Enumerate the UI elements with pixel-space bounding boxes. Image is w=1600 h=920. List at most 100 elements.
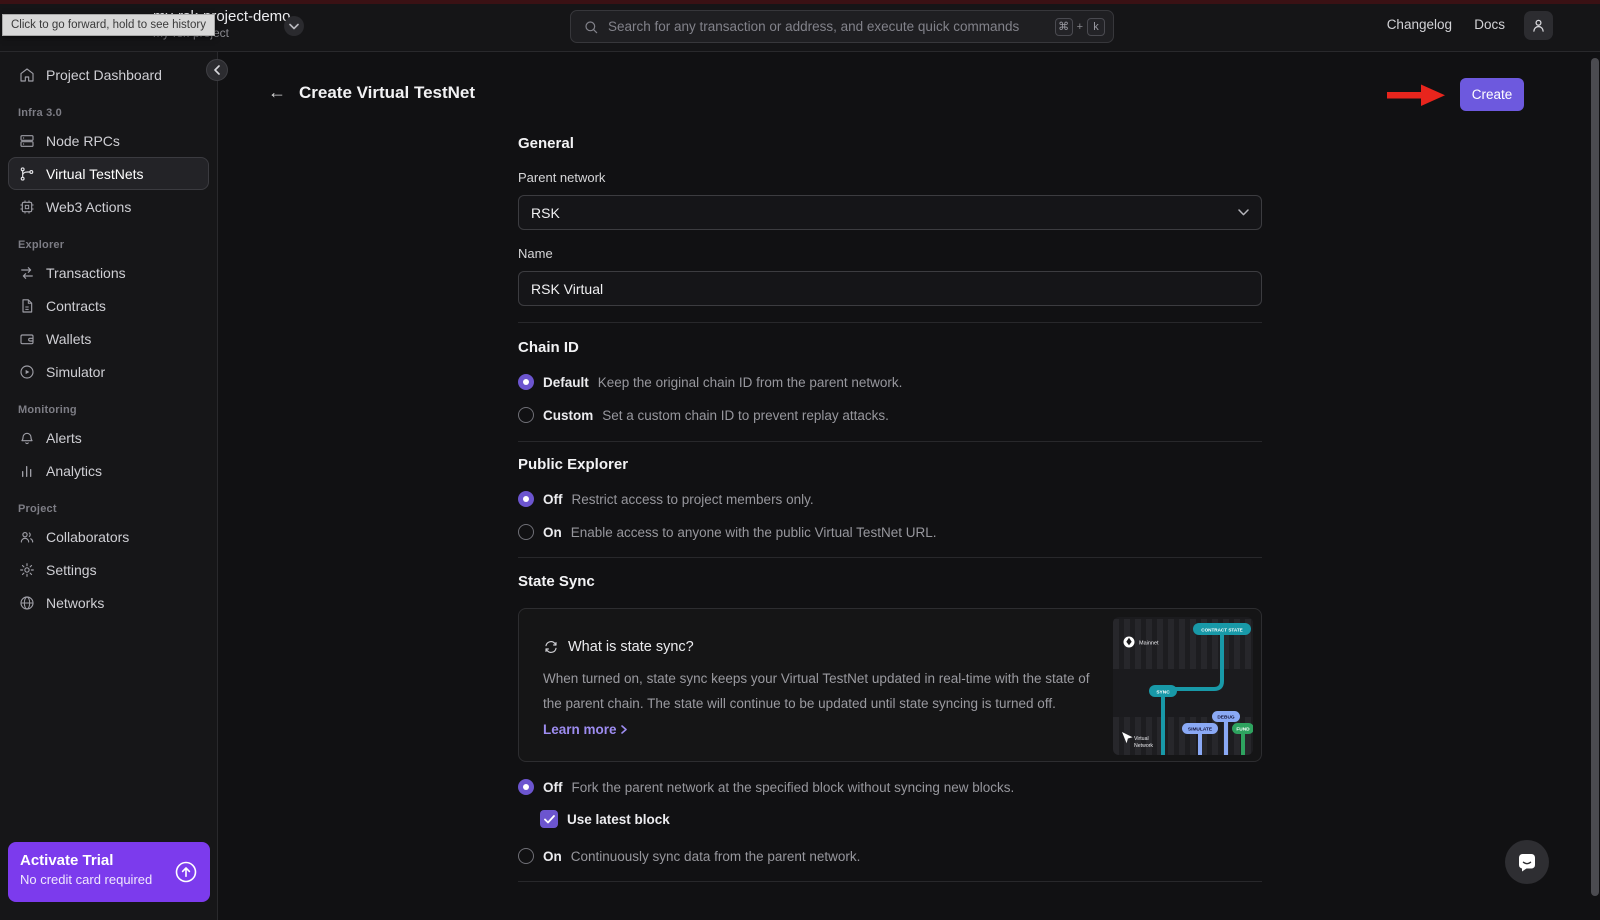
trial-title: Activate Trial <box>20 852 114 869</box>
swap-arrows-icon <box>21 266 33 279</box>
k-keycap: k <box>1087 17 1105 36</box>
chat-bubble-icon <box>1519 854 1535 872</box>
sidebar-item-label: Analytics <box>46 462 103 479</box>
sidebar-item-settings[interactable]: Settings <box>8 553 209 586</box>
chain-id-custom-option[interactable]: Custom Set a custom chain ID to prevent … <box>518 407 1262 423</box>
general-heading: General <box>518 135 574 152</box>
sidebar-section-project: Project <box>18 503 57 515</box>
radio-custom[interactable] <box>518 407 534 423</box>
sidebar-item-simulator[interactable]: Simulator <box>8 355 209 388</box>
option-label: Custom <box>543 407 594 423</box>
sidebar-item-virtual-testnets[interactable]: Virtual TestNets <box>8 157 209 190</box>
sidebar-item-wallets[interactable]: Wallets <box>8 322 209 355</box>
play-circle-icon <box>20 364 34 379</box>
option-description: Keep the original chain ID from the pare… <box>597 374 903 390</box>
red-annotation-arrow-icon <box>1387 84 1445 106</box>
sidebar-item-contracts[interactable]: Contracts <box>8 289 209 322</box>
option-label: On <box>543 524 562 540</box>
sidebar-item-label: Node RPCs <box>46 132 120 149</box>
changelog-link[interactable]: Changelog <box>1386 17 1452 32</box>
sidebar-item-networks[interactable]: Networks <box>8 586 209 619</box>
chat-widget-button[interactable] <box>1505 840 1549 884</box>
use-latest-block-checkbox[interactable] <box>540 810 558 828</box>
sidebar-collapse-button[interactable] <box>206 59 228 81</box>
sidebar-item-node-rpcs[interactable]: Node RPCs <box>8 124 209 157</box>
globe-icon <box>20 595 34 610</box>
search-input[interactable] <box>608 19 1055 34</box>
diagram-virtual-network-label-1: Virtual <box>1134 736 1149 742</box>
divider <box>518 557 1262 558</box>
sidebar-item-label: Web3 Actions <box>46 198 132 215</box>
state-sync-info-title: What is state sync? <box>568 639 694 655</box>
back-button[interactable]: ← <box>268 82 286 102</box>
docs-link[interactable]: Docs <box>1474 17 1505 32</box>
use-latest-block-row[interactable]: Use latest block <box>540 810 1284 828</box>
sidebar-item-label: Wallets <box>46 330 92 347</box>
diagram-simulate-label: SIMULATE <box>1188 727 1213 733</box>
state-sync-off-option[interactable]: Off Fork the parent network at the speci… <box>518 779 1262 795</box>
users-icon <box>20 531 34 543</box>
global-search[interactable]: ⌘ + k <box>570 10 1114 43</box>
public-explorer-on-option[interactable]: On Enable access to anyone with the publ… <box>518 524 1262 540</box>
radio-sync-on[interactable] <box>518 848 534 864</box>
check-icon <box>543 814 555 823</box>
sidebar-section-monitoring: Monitoring <box>18 404 77 416</box>
divider <box>518 441 1262 442</box>
option-label: On <box>543 848 562 864</box>
user-icon <box>1533 19 1544 32</box>
sidebar: Project Dashboard Infra 3.0 Node RPCs Vi… <box>0 52 228 920</box>
user-menu-button[interactable] <box>1524 11 1553 40</box>
sidebar-item-label: Networks <box>46 594 105 611</box>
search-icon <box>585 20 598 33</box>
sidebar-item-label: Contracts <box>46 297 106 314</box>
checkbox-label: Use latest block <box>567 811 670 827</box>
arrow-up-circle-icon <box>175 861 197 883</box>
diagram-sync-label: SYNC <box>1156 689 1170 695</box>
contract-file-icon <box>22 298 33 313</box>
parent-network-select[interactable]: RSK <box>518 195 1262 230</box>
option-description: Set a custom chain ID to prevent replay … <box>602 407 889 423</box>
radio-explorer-off[interactable] <box>518 491 534 507</box>
sidebar-item-collaborators[interactable]: Collaborators <box>8 520 209 553</box>
radio-default[interactable] <box>518 374 534 390</box>
name-input[interactable] <box>531 280 1249 297</box>
sidebar-item-label: Simulator <box>46 363 106 380</box>
server-icon <box>20 134 34 147</box>
plus-sign: + <box>1076 20 1083 33</box>
chevron-down-icon <box>1238 209 1249 216</box>
sidebar-item-label: Transactions <box>46 264 126 281</box>
main-content: ← Create Virtual TestNet Create General … <box>219 52 1600 920</box>
public-explorer-off-option[interactable]: Off Restrict access to project members o… <box>518 491 1262 507</box>
sidebar-item-web3-actions[interactable]: Web3 Actions <box>8 190 209 223</box>
sidebar-item-transactions[interactable]: Transactions <box>8 256 209 289</box>
sidebar-item-label: Alerts <box>46 429 82 446</box>
radio-explorer-on[interactable] <box>518 524 534 540</box>
branch-icon <box>20 166 34 181</box>
diagram-debug-label: DEBUG <box>1217 715 1235 721</box>
state-sync-on-option[interactable]: On Continuously sync data from the paren… <box>518 848 1262 864</box>
sidebar-section-infra: Infra 3.0 <box>18 107 62 119</box>
sidebar-item-analytics[interactable]: Analytics <box>8 454 209 487</box>
state-sync-info-card: What is state sync? When turned on, stat… <box>518 608 1262 762</box>
option-label: Off <box>543 491 563 507</box>
bell-icon <box>21 432 33 444</box>
vertical-scrollbar[interactable] <box>1591 58 1599 896</box>
learn-more-link[interactable]: Learn more <box>543 722 627 737</box>
radio-sync-off[interactable] <box>518 779 534 795</box>
sync-icon <box>545 641 557 653</box>
activate-trial-banner[interactable]: Activate Trial No credit card required <box>8 842 210 902</box>
state-sync-heading: State Sync <box>518 573 595 590</box>
cmd-keycap: ⌘ <box>1054 17 1073 36</box>
wallet-icon <box>20 333 34 344</box>
project-chevron-button[interactable] <box>284 16 304 36</box>
chain-id-default-option[interactable]: Default Keep the original chain ID from … <box>518 374 1262 390</box>
page-title: Create Virtual TestNet <box>299 83 476 102</box>
sidebar-item-project-dashboard[interactable]: Project Dashboard <box>8 58 209 91</box>
create-button[interactable]: Create <box>1460 78 1524 111</box>
diagram-virtual-network-label-2: Network <box>1134 743 1153 749</box>
name-field <box>518 271 1262 306</box>
divider <box>518 322 1262 323</box>
sidebar-item-alerts[interactable]: Alerts <box>8 421 209 454</box>
gear-icon <box>20 562 34 577</box>
option-label: Off <box>543 779 563 795</box>
